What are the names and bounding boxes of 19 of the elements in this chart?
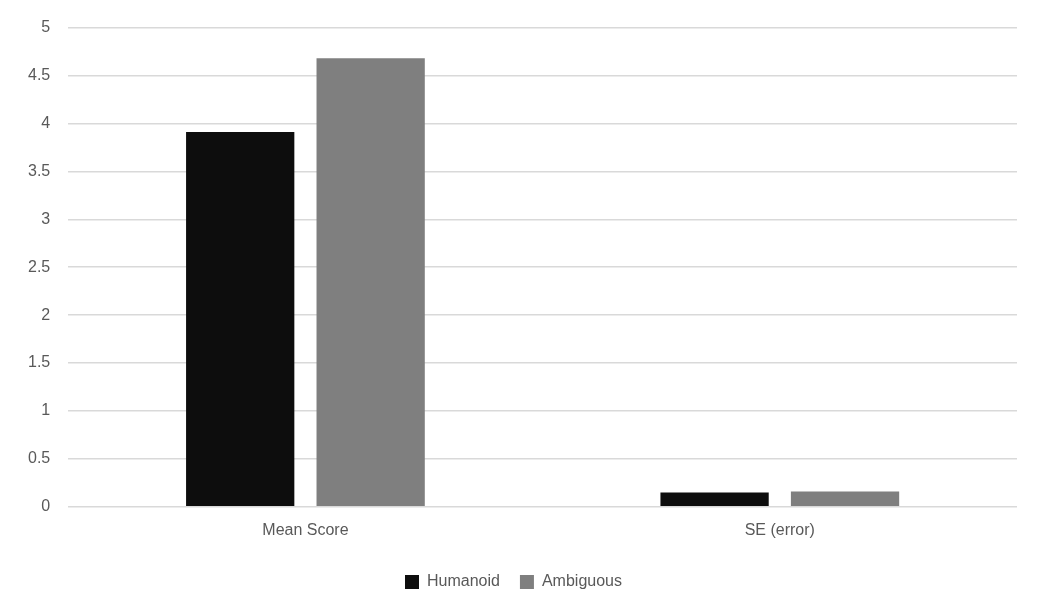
- y-tick-label: 4.5: [27, 65, 51, 83]
- bar: [186, 132, 295, 507]
- y-tick-label: 2: [41, 305, 51, 323]
- x-tick-label: Mean Score: [262, 520, 349, 538]
- y-tick-label: 1: [41, 401, 51, 419]
- y-tick-label: 1.5: [27, 353, 51, 371]
- legend-label: Ambiguous: [541, 572, 622, 590]
- y-tick-label: 0.5: [27, 449, 51, 467]
- bar: [790, 491, 900, 507]
- bar: [316, 58, 425, 507]
- y-tick-label: 2.5: [27, 257, 51, 275]
- y-tick-label: 0: [41, 497, 51, 515]
- x-tick-label: SE (error): [744, 520, 815, 538]
- y-tick-label: 3.5: [27, 161, 51, 179]
- y-tick-label: 5: [41, 18, 51, 36]
- y-tick-label: 4: [41, 113, 51, 131]
- legend-label: Humanoid: [427, 572, 500, 590]
- y-tick-label: 3: [41, 209, 51, 227]
- bar: [660, 492, 769, 507]
